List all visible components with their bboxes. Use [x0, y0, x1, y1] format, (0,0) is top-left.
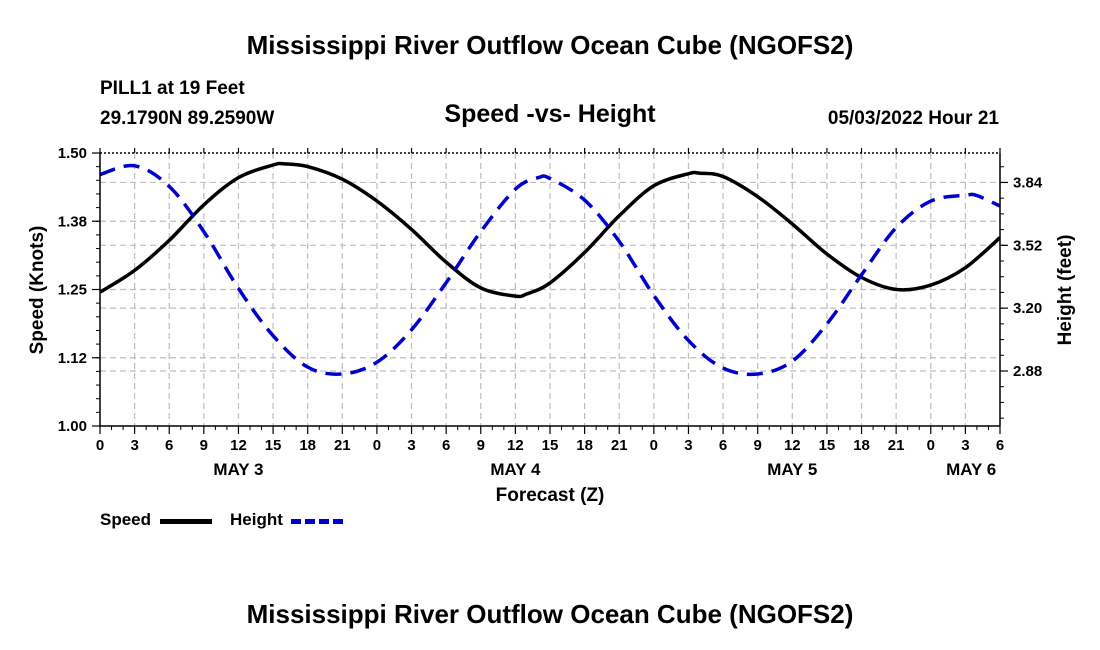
x-tick-label: 18 [576, 437, 593, 454]
x-tick-label: 12 [230, 437, 247, 454]
date-label: MAY 6 [946, 460, 996, 479]
date-label: MAY 3 [213, 460, 263, 479]
x-tick-label: 0 [650, 437, 658, 454]
legend-speed-label: Speed [100, 510, 152, 529]
x-tick-label: 21 [888, 437, 905, 454]
series-line-speed [100, 161, 1000, 299]
chart-subtitle: Speed -vs- Height [444, 100, 656, 128]
y2-tick-label: 3.52 [1013, 237, 1042, 254]
x-tick-label: 9 [200, 437, 208, 454]
y-tick-label: 1.38 [58, 213, 87, 230]
grid [100, 153, 1000, 426]
station-label: PILL1 at 19 Feet [100, 78, 245, 99]
x-tick-label: 3 [684, 437, 692, 454]
x-tick-label: 6 [719, 437, 727, 454]
y-axis-title: Speed (Knots) [27, 226, 48, 355]
y-tick-label: 1.50 [58, 145, 87, 162]
x-tick-label: 6 [996, 437, 1004, 454]
x-tick-label: 9 [754, 437, 762, 454]
x-tick-label: 21 [611, 437, 628, 454]
y-tick-label: 1.00 [58, 418, 87, 435]
x-tick-label: 15 [819, 437, 836, 454]
y2-tick-label: 3.84 [1013, 174, 1043, 191]
chart-title: Mississippi River Outflow Ocean Cube (NG… [246, 30, 854, 60]
series-layer [100, 161, 1000, 377]
axes: 0 3 6 9 12 15 18 21 0 3 6 9 12 15 18 21 0 3 6 9 12 15 18 21 0 3 6 1… [27, 145, 1076, 506]
x-tick-label: 18 [299, 437, 316, 454]
x-tick-label: 0 [96, 437, 104, 454]
date-label: MAY 5 [767, 460, 817, 479]
date-label: MAY 4 [490, 460, 541, 479]
x-tick-label: 6 [165, 437, 173, 454]
x-tick-label: 3 [407, 437, 415, 454]
y2-tick-label: 3.20 [1013, 300, 1042, 317]
x-tick-label: 3 [961, 437, 969, 454]
forecast-datetime: 05/03/2022 Hour 21 [827, 108, 999, 129]
x-tick-label: 9 [477, 437, 485, 454]
series-line-height [100, 163, 1000, 377]
x-tick-label: 15 [542, 437, 559, 454]
x-tick-label: 18 [853, 437, 870, 454]
y2-tick-label: 2.88 [1013, 363, 1042, 380]
legend-height-swatch [291, 519, 343, 524]
legend-speed-swatch [160, 519, 212, 524]
x-tick-label: 12 [507, 437, 524, 454]
legend-height-label: Height [230, 510, 283, 529]
y-tick-label: 1.12 [58, 350, 87, 367]
x-axis-title: Forecast (Z) [496, 485, 605, 506]
footer-title: Mississippi River Outflow Ocean Cube (NG… [246, 599, 854, 629]
x-tick-label: 0 [373, 437, 381, 454]
x-tick-label: 6 [442, 437, 450, 454]
x-tick-label: 21 [334, 437, 351, 454]
x-tick-label: 12 [784, 437, 801, 454]
x-tick-label: 3 [130, 437, 138, 454]
y-tick-label: 1.25 [58, 282, 87, 299]
x-tick-label: 15 [265, 437, 282, 454]
y2-axis-title: Height (feet) [1055, 235, 1076, 346]
x-tick-label: 0 [927, 437, 935, 454]
station-coordinates: 29.1790N 89.2590W [100, 108, 275, 129]
